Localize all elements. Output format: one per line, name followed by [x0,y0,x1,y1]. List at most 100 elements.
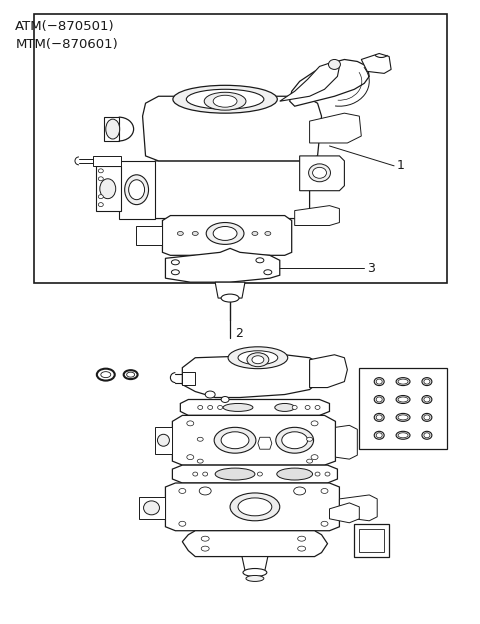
Polygon shape [136,225,162,245]
Polygon shape [310,113,361,143]
Ellipse shape [376,433,382,438]
Ellipse shape [307,459,312,463]
Ellipse shape [98,195,103,198]
Ellipse shape [203,472,208,476]
Ellipse shape [243,568,267,577]
Polygon shape [162,215,292,255]
Ellipse shape [252,232,258,235]
Ellipse shape [198,406,203,409]
Text: 2: 2 [235,328,243,340]
Ellipse shape [396,378,410,386]
Polygon shape [172,416,336,465]
Bar [34,14,447,283]
Ellipse shape [201,536,209,541]
Ellipse shape [217,406,223,409]
Ellipse shape [298,536,306,541]
Ellipse shape [98,169,103,173]
Ellipse shape [187,421,194,426]
Ellipse shape [374,414,384,421]
Ellipse shape [101,372,111,378]
Polygon shape [182,355,322,397]
Ellipse shape [171,270,180,275]
Ellipse shape [257,472,263,476]
Ellipse shape [312,167,326,178]
Polygon shape [104,117,119,141]
Ellipse shape [275,404,295,411]
Ellipse shape [238,351,278,364]
Ellipse shape [201,546,209,551]
Ellipse shape [311,421,318,426]
Ellipse shape [294,487,306,495]
Text: ATM(−870501): ATM(−870501) [15,20,115,32]
Ellipse shape [246,575,264,582]
Ellipse shape [193,472,198,476]
Polygon shape [119,161,156,218]
Ellipse shape [276,427,313,453]
Ellipse shape [298,546,306,551]
Ellipse shape [305,406,310,409]
Ellipse shape [325,472,330,476]
Ellipse shape [179,521,186,526]
Ellipse shape [98,203,103,207]
Polygon shape [336,426,357,459]
Ellipse shape [197,437,203,441]
Ellipse shape [328,59,340,69]
Ellipse shape [277,468,312,480]
Ellipse shape [206,223,244,245]
Polygon shape [156,427,172,454]
Ellipse shape [197,459,203,463]
Polygon shape [96,166,120,210]
Ellipse shape [422,396,432,404]
Ellipse shape [213,95,237,107]
Ellipse shape [315,472,320,476]
Ellipse shape [398,379,408,384]
Text: MTM(−870601): MTM(−870601) [15,37,118,51]
Ellipse shape [215,468,255,480]
Ellipse shape [292,406,297,409]
Polygon shape [310,355,348,388]
Ellipse shape [307,437,312,441]
Polygon shape [182,531,327,557]
Ellipse shape [422,378,432,386]
Ellipse shape [315,406,320,409]
Ellipse shape [238,498,272,516]
Polygon shape [329,503,360,523]
Ellipse shape [374,378,384,386]
Ellipse shape [173,85,277,113]
Ellipse shape [214,427,256,453]
Polygon shape [143,96,322,161]
Ellipse shape [106,119,120,139]
Text: 3: 3 [367,261,375,275]
Ellipse shape [396,431,410,439]
Polygon shape [215,282,245,298]
Ellipse shape [98,177,103,181]
Ellipse shape [125,175,148,205]
Ellipse shape [398,433,408,438]
Ellipse shape [171,260,180,265]
Ellipse shape [398,415,408,420]
Polygon shape [360,529,384,552]
Ellipse shape [157,434,169,446]
Ellipse shape [265,232,271,235]
Ellipse shape [213,227,237,240]
Ellipse shape [374,431,384,439]
Polygon shape [280,61,339,101]
Polygon shape [242,557,268,570]
Ellipse shape [204,92,246,110]
Ellipse shape [192,232,198,235]
Ellipse shape [252,356,264,364]
Ellipse shape [186,89,264,109]
Ellipse shape [144,501,159,515]
Ellipse shape [205,391,215,398]
Polygon shape [300,156,344,191]
Ellipse shape [230,493,280,521]
Polygon shape [295,206,339,225]
Ellipse shape [100,178,116,198]
Ellipse shape [179,489,186,494]
Ellipse shape [127,372,134,377]
Ellipse shape [396,414,410,421]
Ellipse shape [422,431,432,439]
Polygon shape [172,465,337,483]
Ellipse shape [376,397,382,402]
Ellipse shape [321,489,328,494]
